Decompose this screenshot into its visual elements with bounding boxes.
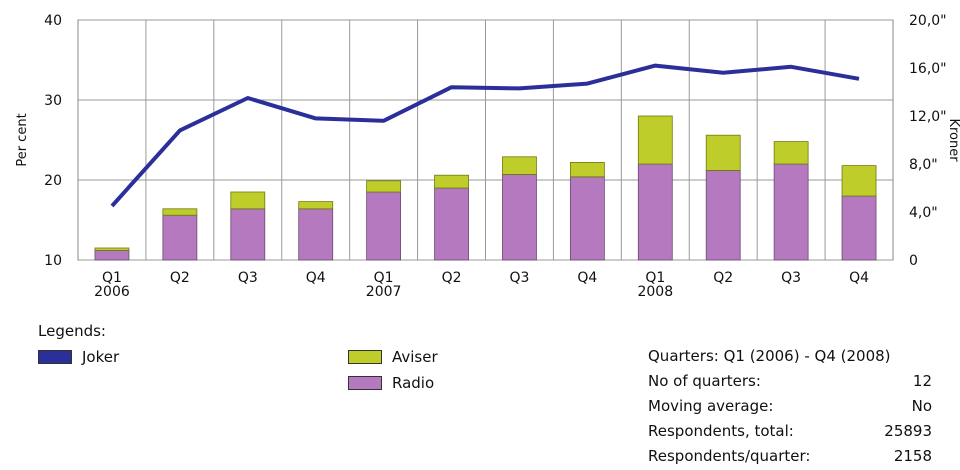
x-tick-label: Q1 (102, 270, 122, 286)
y-tick-label: 40 (44, 13, 62, 29)
bar-radio (637, 163, 673, 261)
joker-line-layer (110, 63, 860, 208)
info-label: Moving average: (648, 397, 774, 415)
info-label: Respondents/quarter: (648, 447, 811, 465)
bar-radio (705, 169, 741, 261)
legend-title: Legends: (38, 322, 106, 340)
bar-radio (502, 173, 537, 261)
y-tick-label: 10 (44, 253, 62, 269)
x-tick-label: Q2 (170, 270, 190, 286)
bar-aviser (841, 165, 877, 197)
x-tick-label: Q4 (849, 270, 869, 286)
y2-tick-label: 4,0" (909, 205, 938, 221)
info-row-moving-average: Moving average: No (648, 394, 932, 419)
y2-axis-title: Kroner (946, 118, 960, 162)
bar-radio (569, 176, 605, 261)
x-tick-label: Q4 (577, 270, 597, 286)
info-value: 25893 (884, 422, 932, 440)
bar-aviser (298, 201, 334, 210)
info-row-quarters: Quarters: Q1 (2006) - Q4 (2008) (648, 344, 932, 369)
legend-swatch-aviser (348, 350, 382, 364)
x-tick-label: Q3 (238, 270, 258, 286)
legend-label-joker: Joker (82, 348, 120, 366)
y-tick-label: 20 (44, 173, 62, 189)
bar-radio (434, 187, 469, 261)
summary-info: Quarters: Q1 (2006) - Q4 (2008) No of qu… (648, 344, 932, 469)
y2-tick-label: 20,0" (909, 13, 947, 29)
bar-radio (94, 249, 130, 261)
bar-radio (366, 191, 402, 261)
info-row-respondents-total: Respondents, total: 25893 (648, 419, 932, 444)
info-value: 12 (912, 372, 932, 390)
bar-aviser (637, 115, 673, 165)
bar-radio (162, 214, 198, 261)
grid (77, 19, 894, 261)
bar-radio (841, 195, 877, 261)
legend-item-joker: Joker (38, 348, 119, 366)
bar-aviser (502, 156, 537, 175)
info-label: Respondents, total: (648, 422, 794, 440)
legend-swatch-radio (348, 376, 382, 390)
x-tick-label: 2006 (94, 284, 130, 300)
info-value: No (911, 397, 932, 415)
bar-aviser (705, 134, 741, 171)
info-label: Quarters: Q1 (2006) - Q4 (2008) (648, 347, 891, 365)
x-tick-label: Q1 (374, 270, 394, 286)
bar-radio (773, 163, 809, 261)
x-tick-label: 2008 (637, 284, 673, 300)
bar-aviser (773, 141, 809, 165)
bar-aviser (434, 174, 469, 189)
bar-aviser (162, 208, 198, 216)
line-joker (110, 63, 860, 208)
y-axis-title: Per cent (15, 113, 30, 166)
x-tick-label: Q1 (645, 270, 665, 286)
y2-tick-label: 16,0" (909, 61, 947, 77)
x-tick-label: 2007 (366, 284, 402, 300)
legend-label-radio: Radio (392, 374, 435, 392)
x-tick-label: Q2 (442, 270, 462, 286)
y2-tick-label: 12,0" (909, 109, 947, 125)
bars (94, 115, 877, 261)
legend-item-aviser: Aviser (348, 348, 438, 366)
bar-radio (298, 208, 334, 261)
x-tick-label: Q4 (306, 270, 326, 286)
bar-aviser (366, 180, 402, 193)
info-row-no-of-quarters: No of quarters: 12 (648, 369, 932, 394)
y2-tick-label: 8,0" (909, 157, 938, 173)
legend-label-aviser: Aviser (392, 348, 438, 366)
bar-aviser (94, 247, 130, 251)
bar-aviser (230, 191, 266, 210)
bar-aviser (569, 161, 605, 178)
info-label: No of quarters: (648, 372, 761, 390)
legend-item-radio: Radio (348, 374, 434, 392)
x-tick-label: Q3 (509, 270, 529, 286)
chart: 1020304004,0"8,0"12,0"16,0"20,0"Q12006Q2… (15, 13, 960, 300)
info-value: 2158 (893, 447, 932, 465)
legend-swatch-joker (38, 350, 72, 364)
y-tick-label: 30 (44, 93, 62, 109)
axes: 1020304004,0"8,0"12,0"16,0"20,0"Q12006Q2… (44, 13, 946, 300)
info-row-respondents-per-quarter: Respondents/quarter: 2158 (648, 444, 932, 469)
bar-radio (230, 208, 266, 261)
x-tick-label: Q2 (713, 270, 733, 286)
x-tick-label: Q3 (781, 270, 801, 286)
y2-tick-label: 0 (909, 253, 918, 269)
